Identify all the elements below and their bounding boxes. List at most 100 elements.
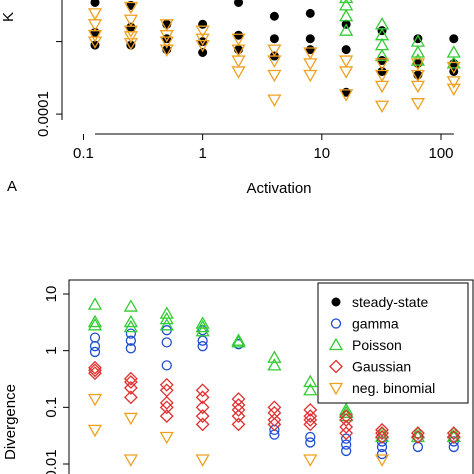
panel-b-point-poisson xyxy=(123,319,139,333)
panel-b: Divergence 10 1 0.1 0.01 steady-state gamma P… xyxy=(2,279,474,474)
panel-b-point-gamma xyxy=(341,445,352,457)
panel-a-point-neg_binomial xyxy=(123,1,139,15)
panel-b-point-gaussian xyxy=(267,412,282,427)
panel-b-point-gaussian xyxy=(231,417,246,432)
legend-marker-poisson xyxy=(328,337,344,351)
panel-a-point-neg_binomial xyxy=(446,76,461,89)
panel-a-x-tick-label: 100 xyxy=(428,145,453,162)
panel-b-point-poisson xyxy=(231,335,246,348)
panel-b-point-gamma xyxy=(89,341,101,352)
panel-b-point-gaussian xyxy=(375,426,389,441)
panel-a-x-tick-label: 10 xyxy=(313,145,330,162)
panel-a-point-neg_binomial xyxy=(159,44,174,57)
panel-b-point-poisson xyxy=(123,299,139,312)
panel-a-point-steady_state xyxy=(198,19,208,29)
panel-a-point-neg_binomial xyxy=(267,94,282,107)
legend-label-poisson: Poisson xyxy=(352,337,402,353)
panel-a-point-poisson xyxy=(339,0,354,11)
panel-b-point-gaussian xyxy=(410,426,425,441)
panel-a-point-neg_binomial xyxy=(195,33,210,47)
panel-a-point-neg_binomial xyxy=(87,19,103,32)
panel-b-point-poisson xyxy=(87,318,103,331)
panel-a-series-poisson xyxy=(339,0,461,69)
legend-item-gaussian: Gaussian xyxy=(329,359,411,375)
panel-a-series-neg_binomial xyxy=(87,1,461,114)
panel-b-y-tick-label: 10 xyxy=(43,286,60,303)
panel-a-point-neg_binomial xyxy=(303,69,318,83)
legend-item-steady_state: steady-state xyxy=(331,294,428,310)
panel-a-point-neg_binomial xyxy=(231,33,246,47)
panel-b-point-gamma xyxy=(197,341,208,352)
panel-b-point-gamma xyxy=(125,343,137,354)
panel-a-point-neg_binomial xyxy=(374,69,390,83)
panel-b-point-gaussian xyxy=(195,409,210,424)
panel-b-point-neg_binomial xyxy=(123,454,139,467)
panel-a-point-neg_binomial xyxy=(231,55,246,68)
panel-a-point-steady_state xyxy=(305,34,315,44)
panel-a-point-neg_binomial xyxy=(123,14,139,28)
panel-b-point-neg_binomial xyxy=(87,424,103,438)
panel-a-point-steady_state xyxy=(234,30,244,40)
panel-a-point-neg_binomial xyxy=(339,55,354,68)
panel-a-point-neg_binomial xyxy=(446,83,461,97)
panel-a-point-neg_binomial xyxy=(267,44,282,57)
panel-a-point-neg_binomial xyxy=(303,47,318,60)
panel-a-point-neg_binomial xyxy=(339,66,354,79)
legend-label-gaussian: Gaussian xyxy=(352,359,411,375)
panel-a-point-steady_state xyxy=(305,8,315,18)
legend-marker-neg_binomial xyxy=(328,382,344,396)
panel-b-point-gamma xyxy=(376,448,388,460)
panel-a-point-neg_binomial xyxy=(267,69,282,83)
panel-a-point-steady_state xyxy=(126,22,136,32)
panel-b-point-gaussian xyxy=(303,417,318,432)
panel-a-point-steady_state xyxy=(234,0,244,7)
panel-b-point-neg_binomial xyxy=(123,412,139,426)
panel-b-point-poisson xyxy=(123,314,139,328)
panel-b-point-gamma xyxy=(161,360,172,371)
panel-a-point-neg_binomial xyxy=(231,44,246,57)
panel-a-x-tick-label: 1 xyxy=(198,145,206,162)
panel-b-point-poisson xyxy=(303,382,318,396)
panel-a-point-poisson xyxy=(446,45,461,58)
legend-label-neg_binomial: neg. binomial xyxy=(352,380,435,396)
panel-a-point-neg_binomial xyxy=(159,19,174,32)
panel-b-point-gamma xyxy=(125,328,137,339)
legend-marker-gamma xyxy=(330,318,342,329)
panel-a-point-neg_binomial xyxy=(267,55,282,68)
panel-a-point-neg_binomial xyxy=(339,89,354,102)
panel-b-point-gaussian xyxy=(231,403,246,417)
panel-b-point-gaussian xyxy=(123,375,138,389)
panel-b-point-gaussian xyxy=(267,417,282,432)
panel-b-point-gaussian xyxy=(339,426,354,441)
panel-b-y-tick-label: 1 xyxy=(43,346,60,354)
panel-b-point-gaussian xyxy=(339,409,354,424)
panel-b-point-gaussian xyxy=(159,395,174,410)
panel-b-point-gaussian xyxy=(446,430,461,444)
panel-a-point-steady_state xyxy=(269,11,279,21)
panel-b-y-tick-label: 0.01 xyxy=(43,449,60,474)
panel-a-point-neg_binomial xyxy=(410,80,426,94)
panel-a-point-steady_state xyxy=(449,34,459,44)
panel-a-point-neg_binomial xyxy=(123,38,139,51)
panel-a-label: A xyxy=(7,178,17,195)
legend-item-neg_binomial: neg. binomial xyxy=(328,380,435,396)
panel-a-point-neg_binomial xyxy=(159,30,174,43)
panel-b-point-poisson xyxy=(339,405,354,418)
panel-a-ylabel-fragment: K xyxy=(0,12,17,22)
panel-b-series-neg_binomial xyxy=(87,393,390,467)
panel-b-point-gaussian xyxy=(303,412,318,427)
panel-b-point-gaussian xyxy=(123,371,138,386)
panel-b-point-poisson xyxy=(231,333,246,346)
panel-b-point-gaussian xyxy=(123,381,138,395)
panel-a-point-poisson xyxy=(339,8,354,22)
legend-marker-steady_state xyxy=(331,297,341,307)
panel-b-point-gamma xyxy=(341,433,352,444)
panel-b-data xyxy=(87,297,461,467)
panel-b-point-neg_binomial xyxy=(87,393,103,407)
panel-b-frame xyxy=(68,279,474,474)
panel-a-point-neg_binomial xyxy=(410,98,426,111)
panel-b-point-gaussian xyxy=(195,400,210,415)
panel-a-point-steady_state xyxy=(377,66,387,76)
panel-a-point-neg_binomial xyxy=(195,25,210,38)
